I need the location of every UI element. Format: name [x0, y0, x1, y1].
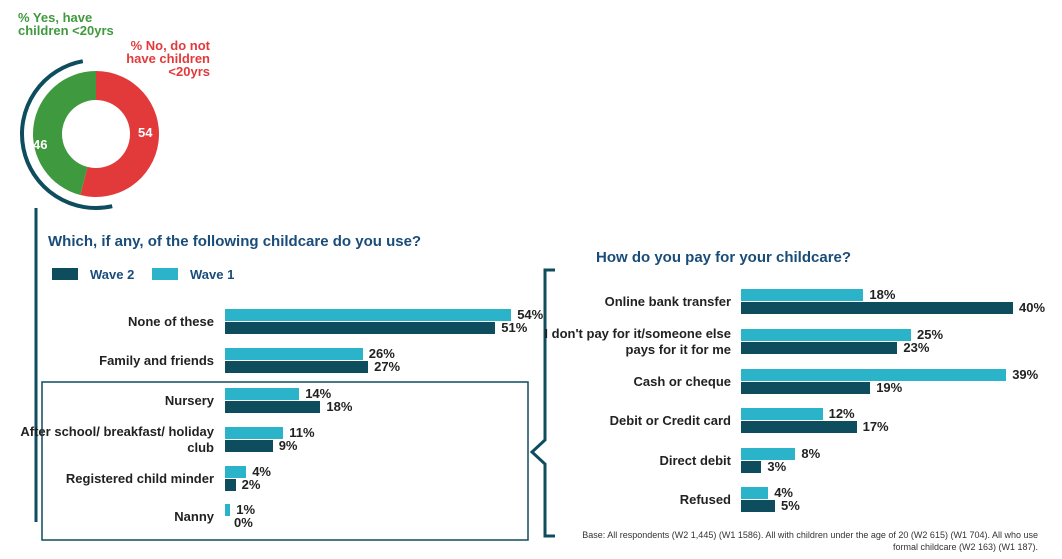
legend-swatch-wave1: [152, 268, 178, 280]
left-value-label-wave1: 11%: [289, 425, 315, 440]
right-bar-wave2: [741, 382, 871, 394]
left-bar-wave2: [225, 440, 273, 452]
left-category-label: Family and friends: [99, 353, 214, 368]
left-value-label-wave2: 9%: [278, 438, 298, 453]
legend-label-wave1: Wave 1: [190, 267, 235, 282]
right-value-label-wave1: 12%: [828, 406, 855, 421]
donut-slice-yes: [32, 71, 96, 196]
left-bar-wave1: [225, 388, 300, 400]
left-value-label-wave2: 18%: [326, 399, 353, 414]
left-category-label: None of these: [128, 314, 214, 329]
right-bar-wave1: [741, 369, 1007, 381]
right-value-label-wave2: 19%: [876, 380, 903, 395]
right-chart-title: How do you pay for your childcare?: [596, 249, 852, 266]
donut-yes-label: % Yes, have children <20yrs: [18, 10, 114, 38]
right-bar-wave1: [741, 448, 796, 460]
right-category-label: I don't pay for it/someone else pays for…: [544, 326, 731, 357]
left-bar-wave2: [225, 361, 369, 373]
right-value-label-wave2: 23%: [903, 340, 930, 355]
donut-no-value: 54: [138, 125, 153, 140]
left-value-label-wave2: 51%: [501, 320, 528, 335]
legend-label-wave2: Wave 2: [90, 267, 135, 282]
right-category-label: Online bank transfer: [604, 294, 731, 309]
left-bar-wave1: [225, 466, 247, 478]
right-value-label-wave2: 3%: [767, 459, 787, 474]
left-value-label-wave2: 0%: [234, 515, 253, 530]
right-bar-wave1: [741, 329, 911, 341]
right-value-label-wave1: 4%: [774, 485, 793, 500]
left-chart-title: Which, if any, of the following childcar…: [48, 233, 422, 250]
left-value-label-wave1: 4%: [252, 464, 271, 479]
left-bar-wave1: [225, 309, 512, 321]
donut-chart: [20, 59, 159, 210]
left-value-label-wave2: 27%: [374, 359, 401, 374]
left-category-label: Nanny: [174, 509, 214, 524]
right-bar-wave1: [741, 289, 864, 301]
left-bar-wave2: [225, 401, 321, 413]
donut-no-label: % No, do not have children <20yrs: [126, 38, 210, 79]
right-bar-wave2: [741, 342, 898, 354]
right-category-label: Direct debit: [659, 453, 731, 468]
left-bar-wave1: [225, 427, 284, 439]
left-bar-wave2: [225, 322, 496, 334]
right-category-label: Refused: [679, 492, 731, 507]
donut-outer-arc: [20, 59, 113, 210]
left-category-label: Registered child minder: [65, 471, 214, 486]
donut-yes-value: 46: [33, 137, 48, 152]
right-value-label-wave2: 5%: [781, 498, 800, 513]
right-value-label-wave1: 18%: [869, 287, 896, 302]
right-value-label-wave2: 40%: [1019, 300, 1046, 315]
left-category-label: After school/ breakfast/ holiday club: [20, 424, 214, 455]
left-value-label-wave1: 54%: [517, 307, 544, 322]
right-value-label-wave1: 8%: [801, 446, 821, 461]
base-note: Base: All respondents (W2 1,445) (W1 158…: [582, 530, 1038, 552]
right-bar-wave2: [741, 302, 1013, 314]
right-category-label: Debit or Credit card: [609, 413, 731, 428]
formal-childcare-box: [41, 381, 529, 541]
right-bar-wave1: [741, 487, 769, 499]
right-bar-wave2: [741, 461, 762, 473]
left-bar-wave1: [225, 504, 231, 516]
left-bar-wave1: [225, 348, 363, 360]
right-bracket: [529, 268, 555, 538]
legend-swatch-wave2: [52, 268, 78, 280]
left-value-label-wave1: 14%: [305, 386, 332, 401]
donut-slice-no: [80, 71, 159, 197]
left-bar-wave2: [225, 479, 236, 491]
right-bar-wave1: [741, 408, 823, 420]
left-value-label-wave1: 26%: [368, 346, 395, 361]
left-category-label: Nursery: [164, 393, 214, 408]
right-bar-wave2: [741, 421, 857, 433]
left-value-label-wave1: 1%: [236, 502, 256, 517]
right-bar-wave2: [741, 500, 775, 512]
left-value-label-wave2: 2%: [241, 477, 261, 492]
right-value-label-wave2: 17%: [862, 419, 889, 434]
right-category-label: Cash or cheque: [633, 374, 731, 389]
right-value-label-wave1: 39%: [1012, 367, 1039, 382]
right-value-label-wave1: 25%: [917, 327, 944, 342]
